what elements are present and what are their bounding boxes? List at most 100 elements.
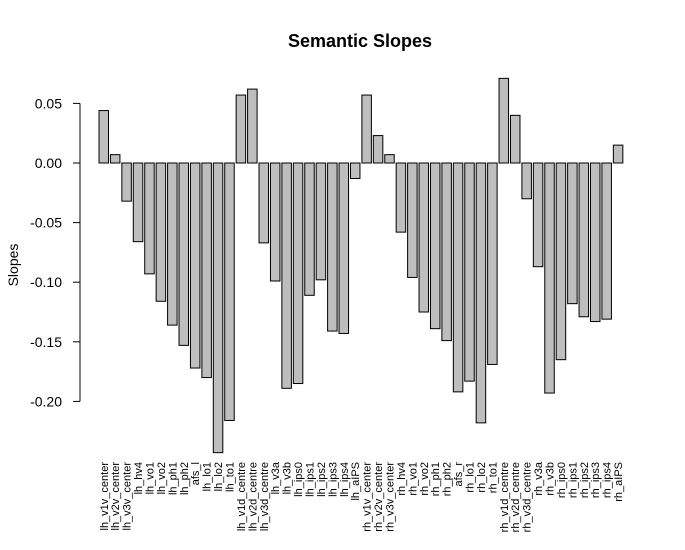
x-tick-label: lh_aIPS: [350, 462, 362, 501]
bars-group: [98, 77, 624, 454]
bar-lh_vo1: [144, 162, 155, 275]
bar-rh_v3b: [544, 162, 555, 394]
bar-afs_r: [452, 162, 464, 393]
x-tick-label: afs_l: [190, 462, 202, 485]
y-tick-label: -0.10: [30, 274, 62, 290]
x-tick-label: rh_v3d_centre: [522, 462, 534, 532]
bar-lh_v3b: [281, 162, 292, 389]
bar-lh_hv4: [132, 162, 144, 243]
x-tick-label: lh_v1d_centre: [236, 462, 248, 531]
x-tick-label: lh_v1v_center: [99, 462, 111, 531]
x-tick-label: lh_ips0: [293, 462, 305, 497]
x-tick-label: lh_to1: [224, 462, 236, 492]
x-tick-label: rh_ips0: [556, 462, 568, 498]
x-tick-label: lh_lo2: [213, 462, 225, 491]
bar-rh_v3a: [532, 162, 544, 268]
bar-lh_v3d_centre: [258, 162, 270, 244]
x-tick-label: lh_ips1: [304, 462, 316, 497]
bar-rh_v1v_center: [361, 94, 372, 164]
x-tick-label: rh_ips2: [579, 462, 591, 498]
x-tick-label: rh_v1d_centre: [499, 462, 511, 532]
bar-lh_v3a: [269, 162, 281, 282]
x-tick-label: lh_ph2: [179, 462, 191, 495]
x-tick-label: lh_ips4: [339, 462, 351, 497]
x-tick-label: lh_v3a: [270, 461, 282, 494]
x-tick-label: afs_r: [453, 462, 465, 487]
x-tick-label: rh_lo1: [465, 462, 477, 493]
x-tick-label: lh_v2d_centre: [247, 462, 259, 531]
x-tick-label: lh_vo2: [156, 462, 168, 494]
chart-title: Semantic Slopes: [288, 31, 432, 51]
bar-lh_v2d_centre: [247, 88, 258, 164]
x-tick-label: rh_ips3: [590, 462, 602, 498]
x-tick-label: rh_hv4: [396, 462, 408, 496]
bar-lh_ph1: [167, 162, 178, 326]
x-tick-label: rh_v3b: [545, 462, 557, 496]
bar-lh_ips2: [315, 162, 327, 281]
bar-lh_v1d_centre: [235, 94, 247, 164]
x-tick-label: lh_ips2: [316, 462, 328, 497]
bar-rh_vo1: [407, 162, 418, 278]
bar-rh_aIPS: [612, 144, 624, 164]
bar-lh_lo2: [212, 162, 224, 454]
bar-rh_v2d_centre: [509, 114, 521, 164]
x-tick-label: rh_ips4: [602, 462, 614, 498]
bar-rh_ph2: [441, 162, 452, 342]
x-tick-label: rh_v3v_center: [385, 462, 397, 532]
y-tick-label: 0.00: [35, 155, 62, 171]
bar-rh_vo2: [418, 162, 430, 313]
bar-lh_ips3: [327, 162, 338, 332]
bar-lh_ips1: [304, 162, 315, 296]
x-tick-labels: lh_v1v_center lh_v2v_center lh_v3v_center l…: [99, 461, 625, 532]
bar-lh_v1v_center: [98, 110, 109, 164]
bar-afs_l: [189, 162, 201, 369]
bar-rh_lo2: [475, 162, 487, 424]
bar-lh_ips4: [338, 162, 350, 334]
bar-lh_vo2: [155, 162, 167, 302]
x-tick-label: rh_v3a: [533, 461, 545, 496]
y-tick-label: -0.05: [30, 215, 62, 231]
x-tick-label: lh_hv4: [133, 462, 145, 494]
bar-lh_lo1: [201, 162, 212, 379]
bar-rh_to1: [487, 162, 498, 365]
bar-rh_ips4: [601, 162, 612, 320]
x-tick-label: lh_ph1: [167, 462, 179, 495]
bar-rh_v3d_centre: [521, 162, 532, 200]
bar-lh_v2v_center: [109, 154, 121, 164]
bar-rh_v3v_center: [384, 154, 395, 164]
bar-rh_ph1: [429, 162, 441, 330]
y-axis-label: Slopes: [5, 244, 21, 287]
bar-rh_lo1: [464, 162, 475, 382]
bar-lh_ips0: [292, 162, 304, 385]
y-tick-label: -0.15: [30, 334, 62, 350]
x-tick-label: rh_to1: [487, 462, 499, 493]
bar-rh_ips1: [567, 162, 578, 305]
x-tick-label: lh_v2v_center: [110, 462, 122, 531]
x-tick-label: rh_ips1: [567, 462, 579, 498]
y-tick-label: 0.05: [35, 95, 62, 111]
x-tick-label: rh_ph2: [442, 462, 454, 496]
x-tick-label: rh_vo2: [419, 462, 431, 496]
bar-lh_aIPS: [349, 162, 361, 179]
bar-rh_ips3: [589, 162, 601, 323]
bar-rh_v1d_centre: [498, 77, 510, 164]
x-tick-label: lh_v3v_center: [122, 462, 134, 531]
bar-rh_ips0: [555, 162, 567, 361]
x-tick-label: lh_v3d_centre: [259, 462, 271, 531]
bar-lh_ph2: [178, 162, 190, 346]
x-tick-label: rh_aIPS: [613, 462, 625, 502]
x-tick-label: lh_v3b: [282, 462, 294, 494]
x-tick-label: rh_v2d_centre: [510, 462, 522, 532]
x-tick-label: rh_lo2: [476, 462, 488, 493]
x-tick-label: rh_vo1: [407, 462, 419, 496]
y-tick-label: -0.20: [30, 393, 62, 409]
y-axis: 0.05 0.00 -0.05 -0.10 -0.15 -0.20: [30, 95, 81, 409]
bar-lh_v3v_center: [121, 162, 132, 202]
bar-rh_v2v_center: [372, 135, 384, 164]
x-tick-label: rh_v2v_center: [373, 462, 385, 532]
x-tick-label: lh_lo1: [202, 462, 214, 491]
bar-lh_to1: [224, 162, 235, 421]
bar-rh_ips2: [578, 162, 590, 318]
bar-rh_hv4: [395, 162, 407, 233]
